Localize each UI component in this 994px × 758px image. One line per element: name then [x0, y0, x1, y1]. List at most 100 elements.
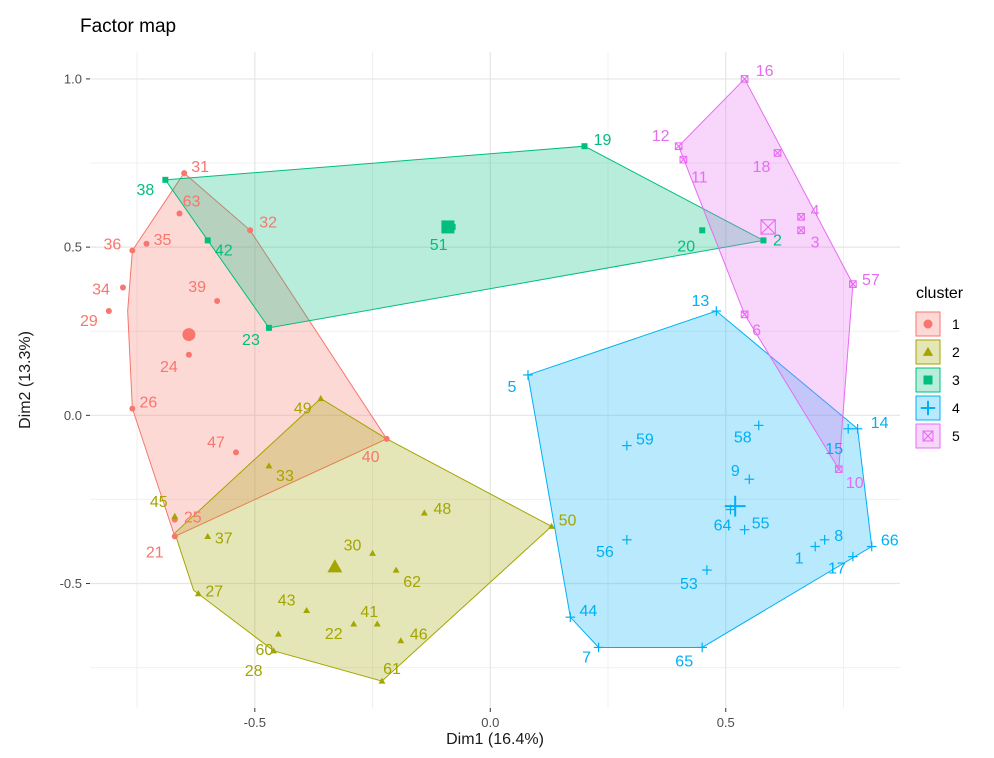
point-label: 46	[410, 627, 428, 644]
legend-marker	[923, 375, 933, 385]
point-label: 31	[191, 159, 209, 176]
cluster-5-centroid	[760, 219, 776, 235]
data-point	[674, 142, 683, 151]
point-label: 3	[811, 234, 820, 251]
data-point	[214, 297, 221, 304]
data-point	[753, 420, 764, 431]
cluster-5-labels: 16 12 11 18 4 3 57 6 10	[652, 63, 880, 492]
data-point	[119, 284, 126, 291]
data-point	[129, 405, 136, 412]
data-point	[176, 210, 183, 217]
legend-label: 3	[952, 372, 960, 388]
data-point	[548, 522, 555, 529]
cluster-4-labels: 13 5 59 58 14 15 9 64 55 8 1 66 17 56 53 44 7 65	[508, 293, 899, 670]
data-point	[171, 533, 178, 540]
point-label: 16	[756, 63, 774, 80]
cluster-2-labels: 49 33 45 48 50 37 30 27 62 43 22 41 60 46 28 61	[150, 401, 577, 680]
point-label: 23	[242, 332, 260, 349]
cluster-2-centroid	[327, 559, 343, 573]
data-point	[265, 462, 273, 469]
data-point	[265, 324, 272, 331]
data-point	[834, 465, 843, 473]
cluster-1-centroid	[182, 328, 196, 342]
data-point	[679, 155, 688, 164]
data-point	[866, 541, 877, 552]
data-point	[711, 306, 722, 316]
point-label: 39	[188, 279, 206, 296]
point-label: 38	[136, 182, 154, 199]
point-label: 64	[714, 518, 732, 535]
point-label: 5	[508, 379, 517, 396]
point-label: 63	[183, 193, 201, 210]
y-axis-title: Dim2 (13.3%)	[17, 331, 34, 429]
point-label: 45	[150, 494, 168, 511]
point-label: 27	[205, 584, 223, 601]
point-label: 66	[881, 533, 899, 550]
point-label: 18	[753, 159, 771, 176]
data-point	[350, 620, 358, 627]
point-label: 56	[596, 544, 614, 561]
point-label: 29	[80, 313, 98, 330]
point-label: 15	[825, 441, 843, 458]
legend-key	[915, 367, 941, 393]
data-point	[523, 370, 533, 380]
point-label: 37	[215, 530, 233, 547]
point-label: 26	[139, 395, 157, 412]
legend-item-3: 3	[915, 367, 960, 393]
point-label: 65	[675, 653, 693, 670]
legend-marker	[922, 346, 934, 356]
legend-label: 1	[952, 316, 960, 332]
cluster-2-points	[171, 395, 555, 684]
data-point	[181, 170, 188, 177]
point-label: 43	[278, 592, 296, 609]
data-point	[740, 75, 749, 83]
point-label: 21	[146, 544, 164, 561]
data-point	[105, 308, 112, 315]
point-label: 9	[731, 463, 740, 480]
data-point	[274, 630, 282, 637]
point-label: 36	[103, 236, 121, 253]
data-point	[369, 549, 377, 556]
data-point	[303, 606, 311, 614]
data-point	[185, 351, 192, 358]
legend-label: 2	[952, 344, 960, 360]
chart-title: Factor map	[80, 16, 176, 37]
data-point	[247, 227, 254, 234]
data-point	[740, 310, 749, 319]
data-point	[739, 524, 750, 535]
point-label: 4	[811, 203, 820, 220]
data-point	[378, 677, 386, 684]
data-point	[392, 566, 400, 573]
data-point	[204, 532, 212, 540]
data-point	[232, 449, 239, 456]
legend-marker	[922, 430, 934, 442]
data-point	[773, 149, 782, 157]
y-tick-label: 0.0	[64, 408, 82, 423]
point-label: 20	[677, 238, 695, 255]
cluster-5-hull	[678, 78, 854, 471]
data-point	[204, 237, 211, 244]
data-point	[697, 642, 708, 653]
point-label: 7	[582, 649, 591, 666]
data-point	[797, 212, 805, 221]
data-point	[744, 474, 755, 485]
cluster-1-labels: 31 63 32 36 35 34 29 39 24 26 47 40 25 21	[80, 159, 380, 561]
data-point	[397, 637, 405, 644]
cluster-3-centroid	[441, 220, 455, 234]
point-label: 35	[154, 232, 172, 249]
data-point	[843, 423, 853, 434]
data-point	[622, 534, 632, 545]
point-label: 48	[433, 501, 451, 518]
data-point	[810, 541, 821, 552]
x-axis-title: Dim1 (16.4%)	[446, 731, 544, 748]
data-point	[373, 620, 381, 627]
y-tick-label: 0.5	[64, 240, 82, 255]
point-label: 33	[276, 468, 294, 485]
point-label: 34	[92, 281, 110, 298]
point-label: 58	[734, 429, 752, 446]
point-label: 51	[430, 237, 448, 254]
point-label: 8	[834, 528, 843, 545]
point-label: 57	[862, 272, 880, 289]
point-label: 41	[360, 604, 378, 621]
cluster-3-labels: 19 38 42 51 20 2 23	[136, 132, 782, 349]
